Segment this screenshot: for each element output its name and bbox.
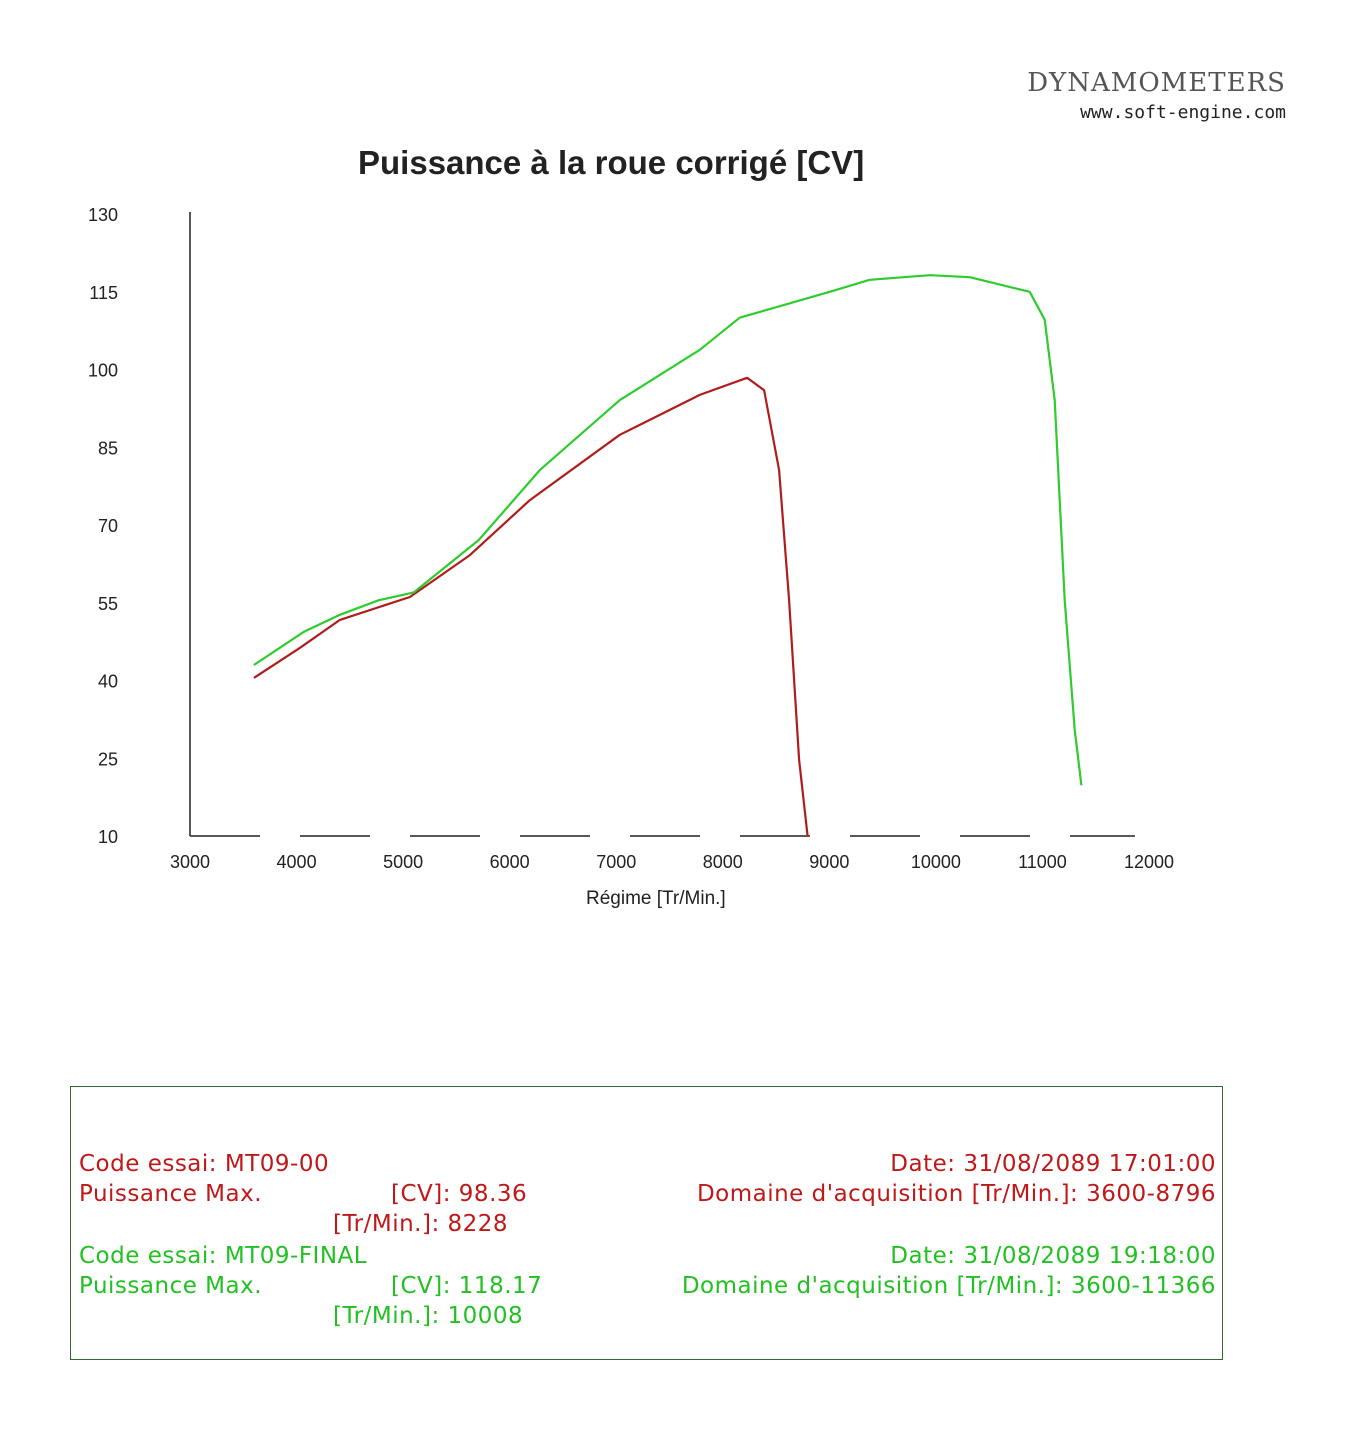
run1-range: Domaine d'acquisition [Tr/Min.]: 3600-87… — [696, 1181, 1216, 1207]
x-tick-label: 9000 — [809, 852, 849, 872]
x-tick-label: 10000 — [911, 852, 961, 872]
y-tick-label: 10 — [98, 827, 118, 847]
x-tick-label: 8000 — [703, 852, 743, 872]
x-tick-label: 5000 — [383, 852, 423, 872]
brand-block: DYNAMOMETERS www.soft-engine.com — [1027, 68, 1286, 123]
chart-title: Puissance à la roue corrigé [CV] — [358, 144, 864, 181]
y-tick-label: 130 — [88, 205, 118, 225]
x-tick-label: 11000 — [1018, 852, 1067, 872]
run2-cv: [CV]: 118.17 — [391, 1273, 543, 1299]
y-tick-label: 25 — [98, 749, 118, 769]
run1-cv: [CV]: 98.36 — [391, 1181, 528, 1207]
run2-code: Code essai: MT09-FINAL — [79, 1243, 368, 1269]
x-tick-label: 6000 — [490, 852, 530, 872]
y-tick-label: 100 — [88, 361, 118, 381]
run2-pmax-label: Puissance Max. — [79, 1273, 263, 1299]
brand-url: www.soft-engine.com — [1080, 102, 1286, 123]
run1-rpm: [Tr/Min.]: 8228 — [333, 1211, 509, 1237]
x-tick-label: 12000 — [1124, 852, 1174, 872]
y-tick-label: 70 — [98, 516, 118, 536]
x-axis-label: Régime [Tr/Min.] — [586, 888, 726, 909]
power-chart: Puissance à la roue corrigé [CV] Régime … — [88, 144, 1174, 909]
run1-date: Date: 31/08/2089 17:01:00 — [890, 1151, 1216, 1177]
x-tick-label: 4000 — [277, 852, 317, 872]
run1-pmax-label: Puissance Max. — [79, 1181, 263, 1207]
info-box: Code essai: MT09-00 Puissance Max. [CV]:… — [70, 1086, 1223, 1360]
run2-date: Date: 31/08/2089 19:18:00 — [890, 1243, 1216, 1269]
series-line-2 — [253, 274, 1083, 786]
y-tick-label: 85 — [98, 438, 118, 458]
x-tick-label: 7000 — [596, 852, 636, 872]
x-tick-label: 3000 — [170, 852, 210, 872]
y-tick-label: 55 — [98, 594, 118, 614]
brand-name: DYNAMOMETERS — [1027, 68, 1286, 98]
series-line-1 — [253, 376, 809, 837]
y-tick-label: 40 — [98, 672, 118, 692]
run1-code: Code essai: MT09-00 — [79, 1151, 330, 1177]
run2-range: Domaine d'acquisition [Tr/Min.]: 3600-11… — [681, 1273, 1216, 1299]
y-tick-label: 115 — [89, 283, 118, 303]
run2-rpm: [Tr/Min.]: 10008 — [333, 1303, 524, 1329]
